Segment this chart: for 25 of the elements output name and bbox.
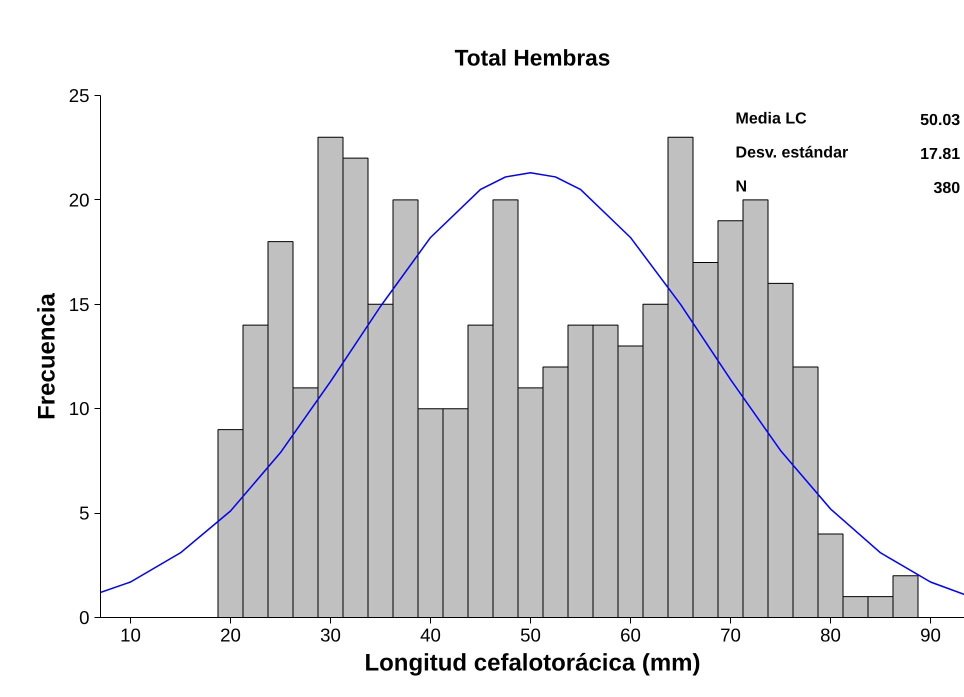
annotation: 380: [933, 180, 960, 197]
x-tick-label: 30: [320, 624, 341, 646]
y-tick-label: 5: [79, 502, 90, 524]
x-tick-label: 20: [220, 624, 241, 646]
annotation: Media LC: [736, 110, 808, 128]
y-axis-title: Frecuencia: [34, 292, 61, 420]
chart-title: Total Hembras: [454, 44, 610, 70]
x-tick-label: 70: [720, 624, 741, 646]
annotation: 50.03: [920, 112, 960, 129]
x-tick-label: 40: [420, 624, 441, 646]
y-tick-label: 10: [68, 398, 90, 420]
x-axis-title: Longitud cefalotorácica (mm): [364, 650, 701, 676]
y-tick-label: 0: [79, 607, 90, 628]
y-tick-label: 15: [68, 294, 90, 315]
line-series: [100, 172, 964, 596]
y-tick-label: 25: [68, 85, 90, 106]
x-tick-label: 60: [620, 624, 641, 646]
x-tick-label: 90: [920, 624, 941, 646]
x-tick-label: 80: [820, 624, 841, 646]
y-tick-label: 20: [68, 189, 90, 210]
annotation: 17.81: [920, 146, 960, 163]
annotation: N: [736, 178, 748, 196]
annotation: Desv. estándar: [736, 144, 848, 162]
x-tick-label: 10: [120, 624, 141, 646]
x-tick-label: 50: [520, 624, 541, 646]
